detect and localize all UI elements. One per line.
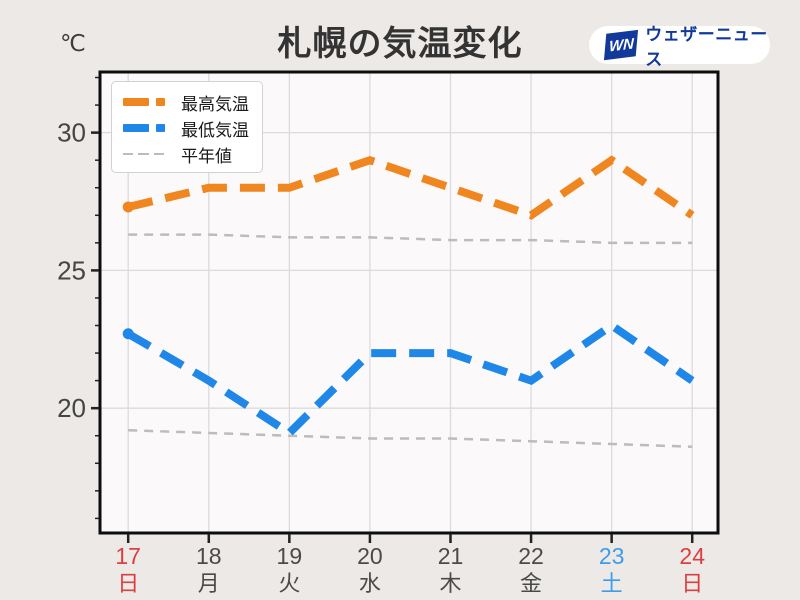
plot-border (98, 70, 720, 535)
x-label-date: 19 (277, 543, 303, 569)
y-label: 20 (57, 393, 86, 423)
legend-label: 最低気温 (181, 120, 249, 140)
x-label-date: 18 (196, 543, 222, 569)
x-label-weekday: 日 (117, 571, 139, 596)
x-label-date: 22 (518, 543, 544, 569)
x-label-weekday: 日 (681, 571, 703, 596)
series-start-dot (122, 328, 134, 340)
series-平年値(最低) (128, 428, 693, 449)
series-最低気温 (126, 320, 695, 439)
x-label-weekday: 木 (439, 571, 461, 596)
x-label-weekday: 土 (601, 571, 623, 596)
series-start-dot (122, 201, 134, 213)
wn-flag-icon: WN (603, 29, 639, 61)
x-label-date: 21 (438, 543, 464, 569)
weathernews-logo: WN ウェザーニュース (589, 25, 770, 69)
x-label-weekday: 火 (278, 571, 300, 596)
min-temp-dash-icon (123, 124, 169, 132)
x-label-date: 17 (115, 543, 141, 569)
y-axis-unit-label: ℃ (60, 30, 86, 56)
legend-item-min-temp: 最低気温 (123, 115, 262, 141)
x-label-date: 20 (357, 543, 383, 569)
max-temp-dash-icon (123, 98, 169, 106)
legend-label: 平年値 (181, 146, 232, 166)
legend-label: 最高気温 (181, 94, 249, 114)
series-平年値(最高) (128, 233, 693, 245)
x-label-weekday: 月 (198, 571, 220, 596)
y-label: 30 (57, 118, 86, 148)
brand-name: ウェザーニュース (645, 25, 768, 69)
wn-monogram: WN (608, 34, 634, 56)
x-label-weekday: 金 (520, 571, 542, 596)
y-label: 25 (57, 255, 86, 285)
series-最高気温 (127, 155, 695, 220)
x-label-date: 24 (679, 543, 705, 569)
x-label-date: 23 (599, 543, 625, 569)
legend-item-max-temp: 最高気温 (123, 89, 262, 115)
x-label-weekday: 水 (359, 571, 381, 596)
normal-dash-icon (123, 152, 169, 156)
chart-legend: 最高気温 最低気温 平年値 (111, 81, 263, 173)
legend-item-normal: 平年値 (123, 141, 262, 167)
